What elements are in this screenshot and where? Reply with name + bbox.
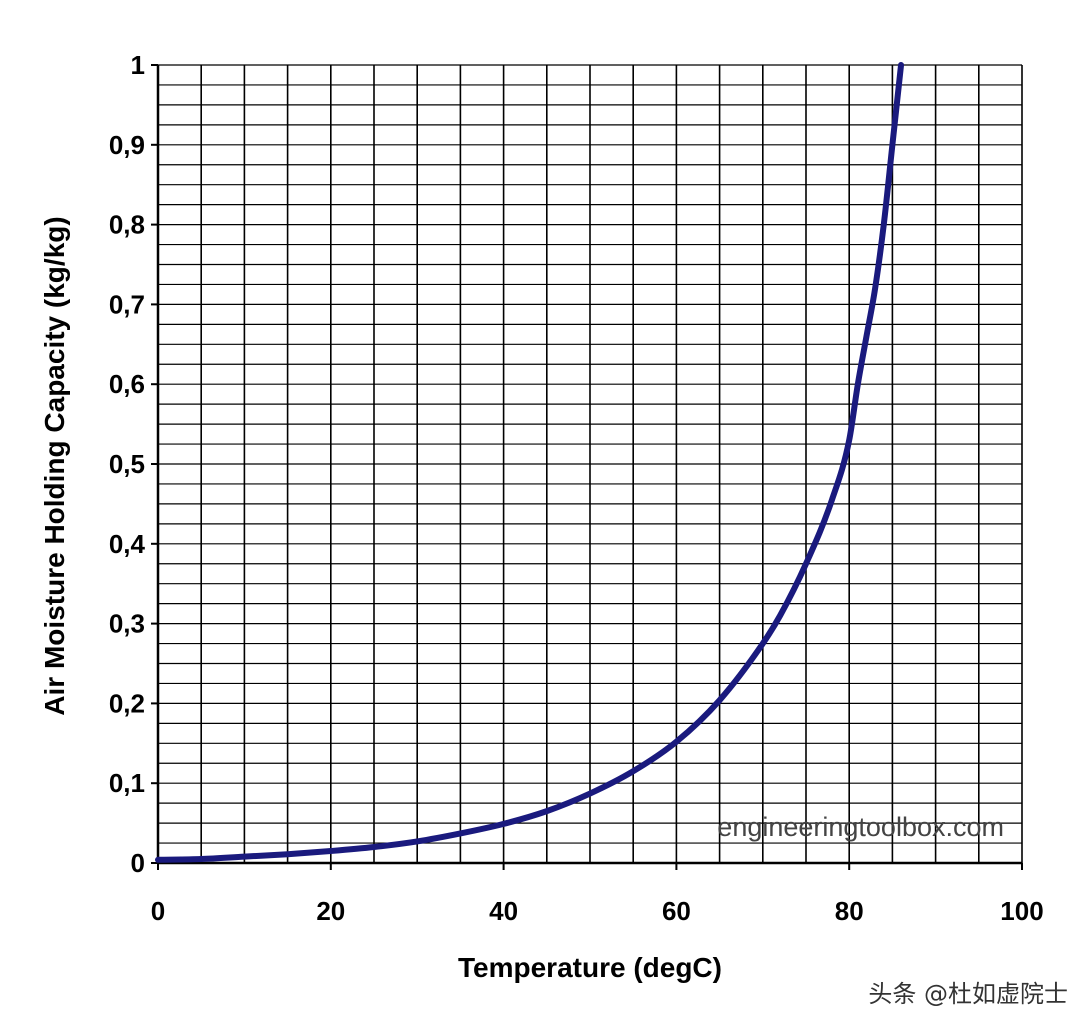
data-point [414,838,420,844]
data-point [872,285,878,291]
watermark-label: engineeringtoolbox.com [717,812,1004,842]
credit-watermark: 头条 @杜如虚院士 [868,980,1068,1008]
x-tick-label: 0 [151,896,165,926]
y-tick-label: 0,1 [109,768,145,798]
x-tick-label: 60 [662,896,691,926]
data-point [881,222,887,228]
data-point [889,142,895,148]
y-tick-label: 0,2 [109,688,145,718]
data-point [777,613,783,619]
y-axis-ticks: 0 0,1 0,2 0,3 0,4 0,5 0,6 0,7 0,8 0,9 1 [109,50,158,878]
series-line [155,62,905,863]
y-tick-label: 0,6 [109,369,145,399]
data-point [457,830,463,836]
y-tick-label: 0,4 [109,529,146,559]
data-point [803,561,809,567]
x-tick-label: 80 [835,896,864,926]
x-axis-ticks: 0 20 40 60 80 100 [151,863,1044,926]
data-point [855,381,861,387]
data-point [717,697,723,703]
grid-lines [156,64,1023,865]
data-point [241,854,247,860]
y-axis-title: Air Moisture Holding Capacity (kg/kg) [39,216,70,715]
x-tick-label: 40 [489,896,518,926]
x-axis-title: Temperature (degC) [458,952,722,983]
data-point [501,821,507,827]
x-tick-label: 20 [316,896,345,926]
y-tick-label: 0,7 [109,289,145,319]
data-point [155,857,161,863]
data-point [630,768,636,774]
y-tick-label: 0,5 [109,449,145,479]
data-point [198,856,204,862]
data-point [673,739,679,745]
data-point [544,808,550,814]
y-tick-label: 0 [131,848,145,878]
y-tick-label: 0,9 [109,130,145,160]
y-tick-label: 1 [131,50,145,80]
data-point [587,791,593,797]
y-tick-label: 0,3 [109,609,145,639]
x-tick-label: 100 [1000,896,1043,926]
data-point [760,641,766,647]
data-point [328,848,334,854]
data-point [846,437,852,443]
data-point [829,497,835,503]
data-point [285,851,291,857]
data-point [863,333,869,339]
data-point [371,844,377,850]
data-point [898,62,904,68]
y-tick-label: 0,8 [109,210,145,240]
